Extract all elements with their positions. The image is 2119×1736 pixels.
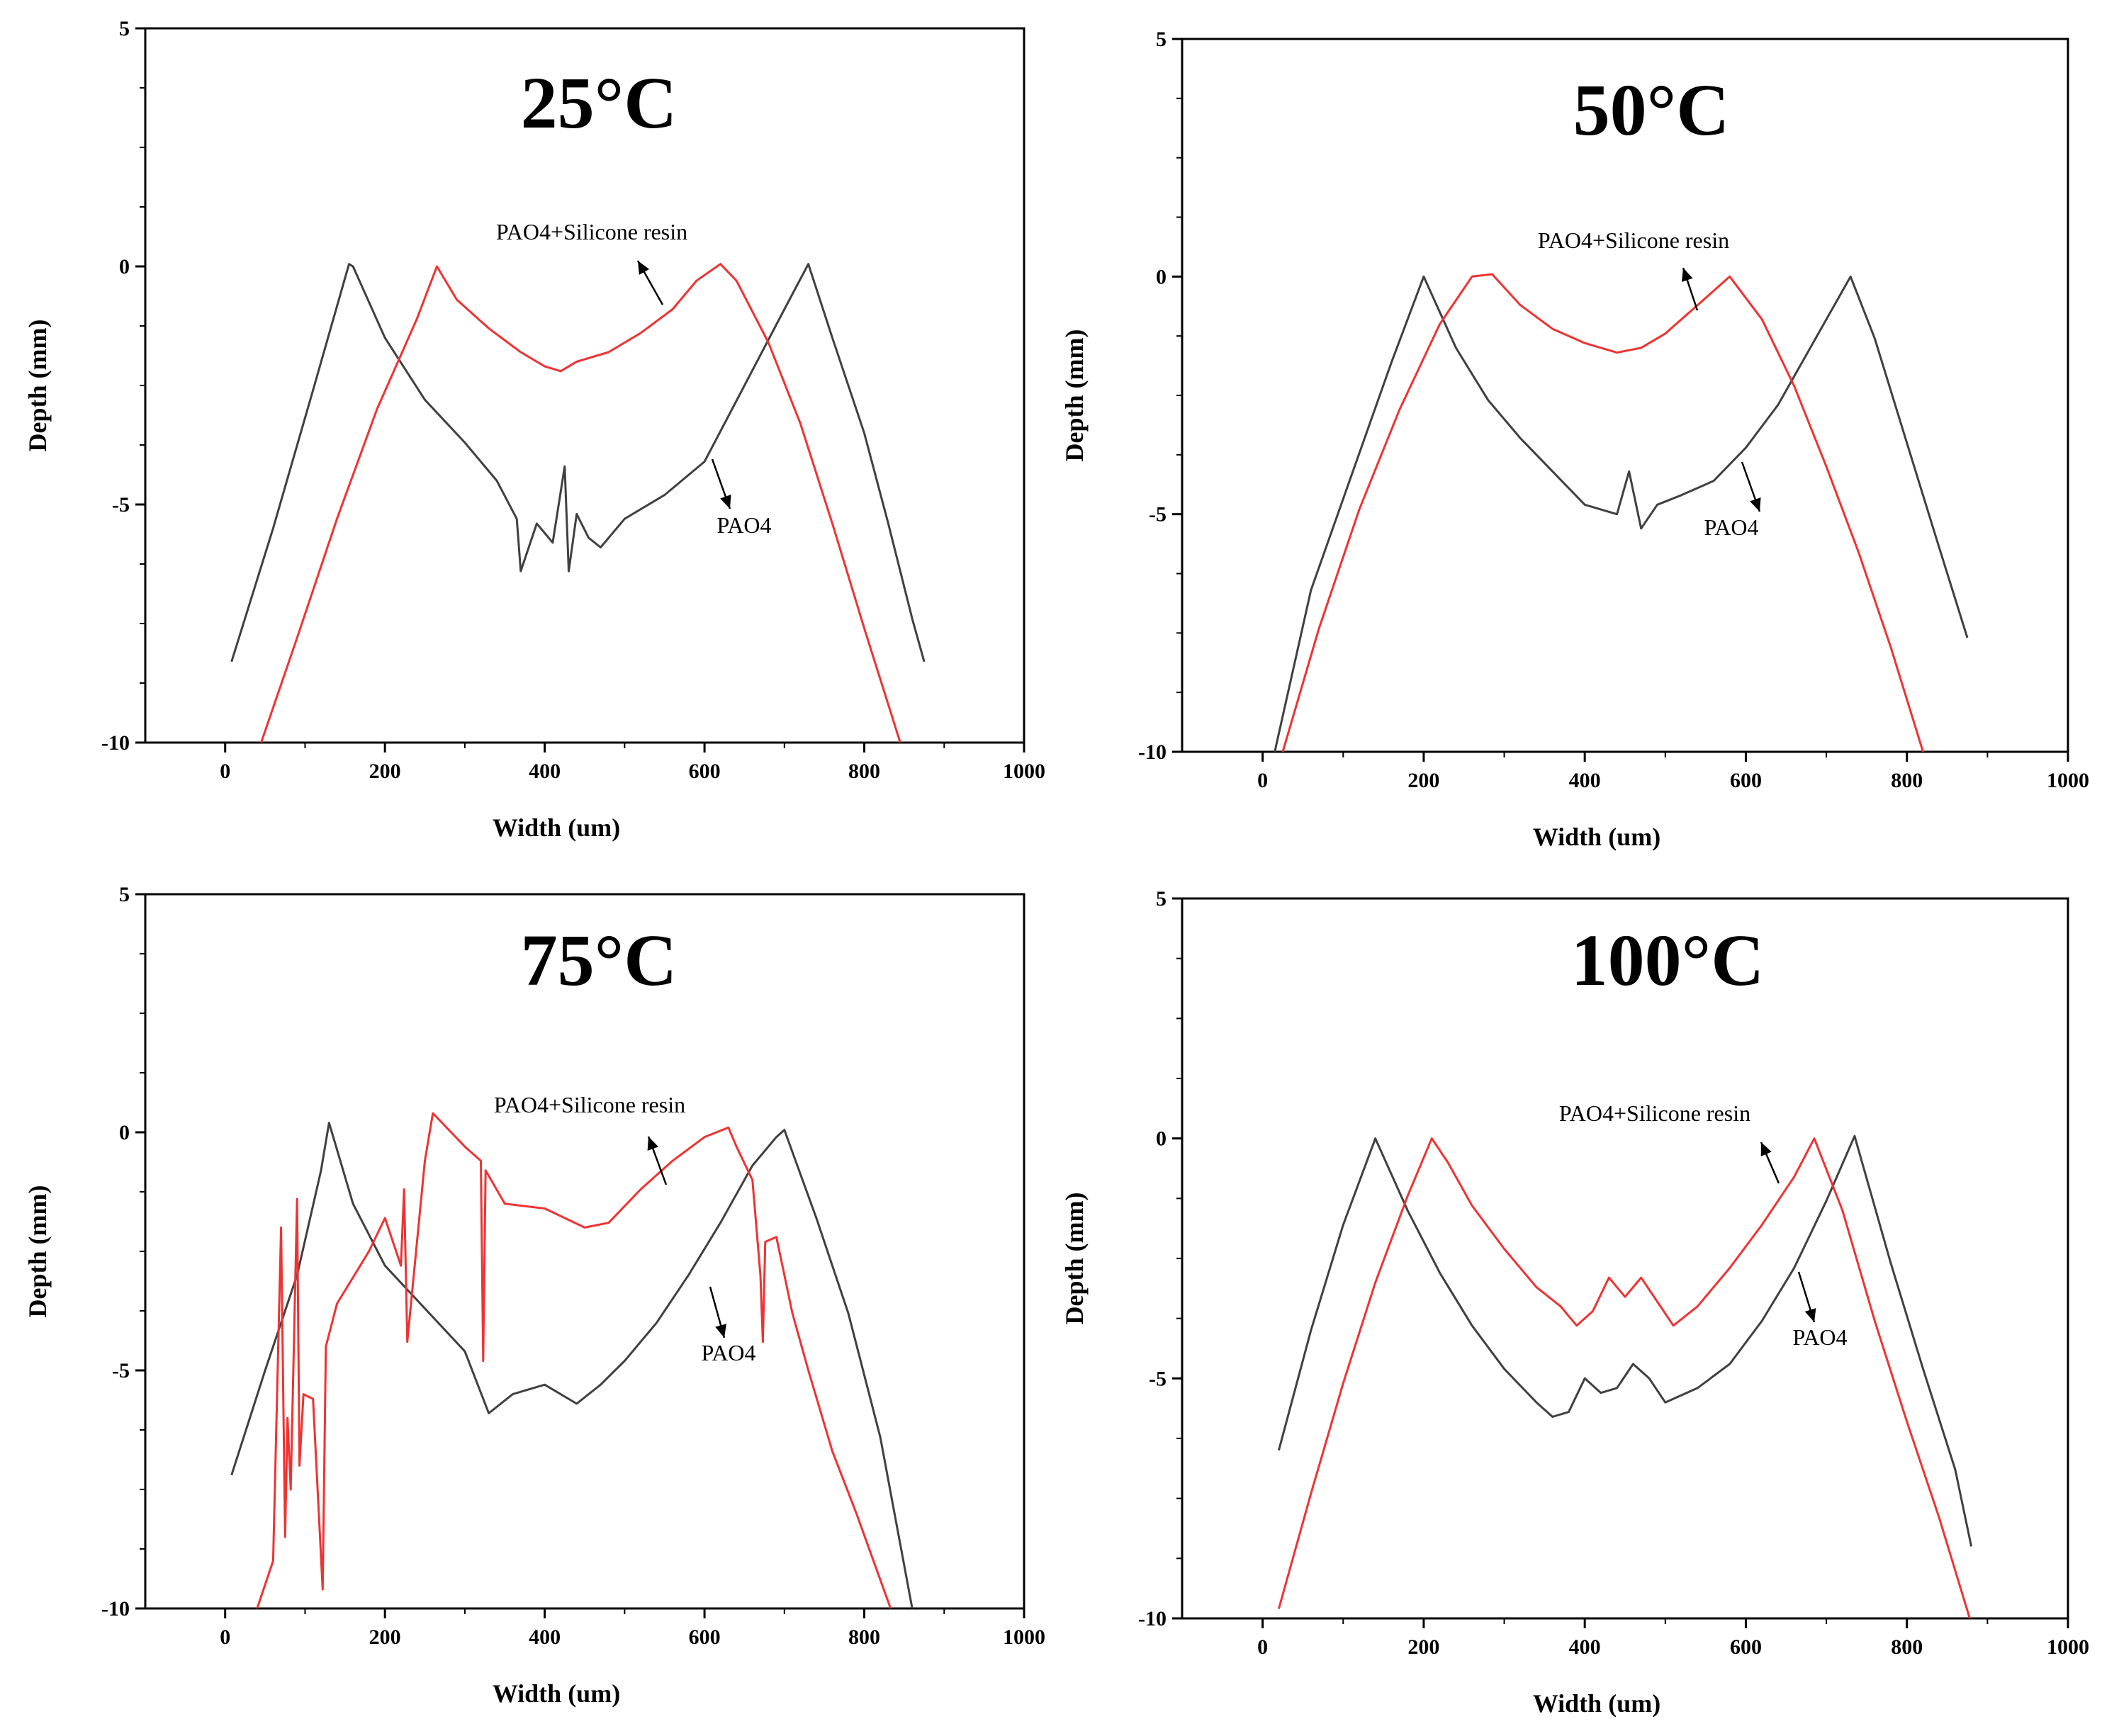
series-line-pao4 [230, 263, 926, 663]
series-line-pao4-silicone-resin [256, 1112, 892, 1608]
series-line-pao4 [230, 1122, 914, 1608]
y-tick-label: 5 [119, 883, 130, 906]
x-axis-label: Width (um) [1533, 1689, 1660, 1718]
annotation-arrow-upper-head [1682, 268, 1693, 282]
x-axis-label: Width (um) [493, 813, 620, 842]
x-tick-label: 800 [1891, 1635, 1923, 1659]
annotation-arrow-lower-head [715, 1324, 726, 1338]
annotation-arrow-lower-head [1750, 497, 1761, 512]
x-tick-label: 400 [529, 1625, 561, 1649]
y-axis-label: Depth (mm) [23, 1185, 52, 1318]
y-tick-label: 0 [1156, 265, 1167, 288]
y-tick-label: -5 [1149, 1367, 1167, 1390]
y-tick-label: -10 [101, 1597, 130, 1621]
chart-panel-1: 0 200 400 600 800 1000 -10 -5 0 5 Width (um) Depth … [23, 17, 1045, 842]
x-tick-label: 1000 [2047, 769, 2089, 792]
chart-title: 75°C [521, 920, 678, 1001]
x-tick-label: 200 [1407, 769, 1439, 792]
y-axis-label: Depth (mm) [23, 320, 52, 452]
y-axis-label: Depth (mm) [1060, 1193, 1089, 1325]
annotation-arrow-lower-head [1804, 1308, 1816, 1322]
x-tick-label: 600 [1730, 769, 1762, 792]
x-axis-label: Width (um) [1533, 823, 1660, 851]
x-tick-label: 200 [369, 760, 401, 783]
x-tick-label: 0 [1257, 1635, 1268, 1659]
x-tick-label: 600 [689, 1625, 721, 1649]
series-line-pao4-silicone-resin [260, 263, 901, 743]
x-tick-label: 0 [220, 1625, 230, 1649]
y-tick-label: 0 [119, 1121, 130, 1144]
annotation-pao4-silicone-resin: PAO4+Silicone resin [1538, 227, 1729, 253]
y-tick-label: -5 [112, 1359, 130, 1382]
annotation-pao4-silicone-resin: PAO4+Silicone resin [494, 1092, 685, 1117]
x-tick-label: 600 [1730, 1635, 1762, 1659]
chart-title: 50°C [1573, 69, 1730, 151]
chart-panel-4: 0 200 400 600 800 1000 -10 -5 0 5 Width (um) Depth … [1060, 887, 2089, 1718]
x-tick-label: 200 [369, 1625, 401, 1649]
x-tick-label: 400 [1569, 1635, 1601, 1659]
chart-title: 100°C [1571, 920, 1765, 1001]
y-tick-label: 5 [119, 17, 130, 40]
y-tick-label: 0 [1156, 1127, 1167, 1151]
x-tick-label: 800 [848, 760, 880, 783]
annotation-pao4: PAO4 [1792, 1324, 1847, 1350]
x-tick-label: 1000 [1003, 760, 1045, 783]
x-tick-label: 1000 [2047, 1635, 2089, 1659]
y-tick-label: 5 [1156, 887, 1167, 911]
x-tick-label: 400 [529, 760, 561, 783]
series-line-pao4 [1277, 1134, 1973, 1547]
x-tick-label: 0 [220, 760, 230, 783]
y-axis-label: Depth (mm) [1060, 329, 1089, 462]
annotation-arrow-lower-head [720, 495, 731, 509]
y-tick-label: -10 [101, 731, 130, 755]
x-tick-label: 0 [1257, 769, 1268, 792]
annotation-arrow-upper-head [647, 1137, 658, 1151]
x-tick-label: 400 [1569, 769, 1601, 792]
annotation-pao4: PAO4 [716, 512, 771, 538]
x-tick-label: 600 [689, 760, 721, 783]
annotation-pao4: PAO4 [701, 1340, 755, 1365]
y-tick-label: -5 [1149, 503, 1167, 526]
chart-title: 25°C [521, 62, 678, 144]
y-tick-label: -10 [1138, 740, 1167, 764]
annotation-pao4: PAO4 [1704, 514, 1758, 540]
x-tick-label: 800 [1891, 769, 1923, 792]
series-line-pao4-silicone-resin [1281, 273, 1924, 752]
chart-panel-2: 0 200 400 600 800 1000 -10 -5 0 5 Width (um) Depth … [1060, 28, 2089, 851]
y-tick-label: 0 [119, 255, 130, 278]
y-tick-label: 5 [1156, 28, 1167, 51]
y-tick-label: -5 [112, 493, 130, 517]
x-tick-label: 1000 [1003, 1625, 1045, 1649]
plot-frame [1181, 897, 2069, 1620]
annotation-pao4-silicone-resin: PAO4+Silicone resin [496, 219, 687, 244]
x-tick-label: 200 [1407, 1635, 1439, 1659]
annotation-pao4-silicone-resin: PAO4+Silicone resin [1559, 1100, 1750, 1126]
annotation-arrow-upper-head [638, 261, 650, 275]
x-tick-label: 800 [848, 1625, 880, 1649]
chart-panel-3: 0 200 400 600 800 1000 -10 -5 0 5 Width (um) Depth … [23, 883, 1045, 1708]
y-tick-label: -10 [1138, 1607, 1167, 1630]
x-axis-label: Width (um) [493, 1679, 620, 1708]
series-line-pao4-silicone-resin [1277, 1137, 1971, 1618]
annotation-arrow-upper-head [1760, 1142, 1772, 1156]
series-line-pao4 [1274, 275, 1969, 752]
